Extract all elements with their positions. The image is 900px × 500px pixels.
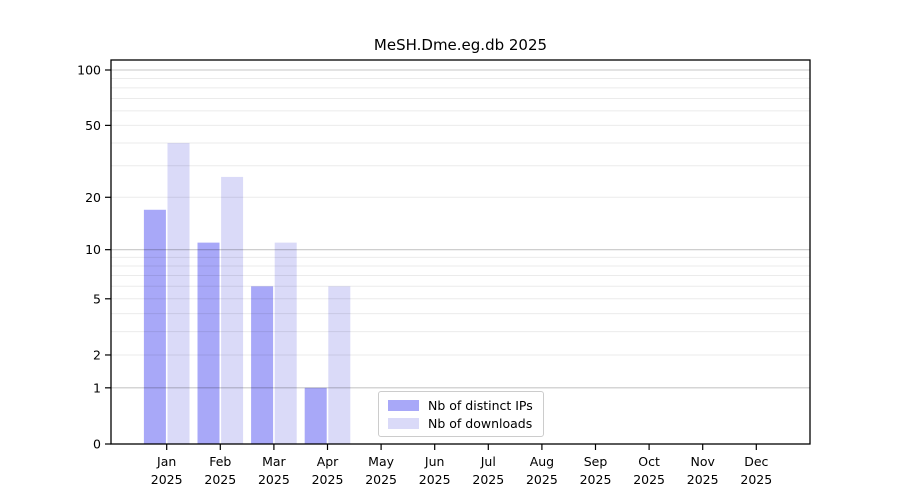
x-tick-label-year-jun: 2025 [419, 472, 451, 487]
x-tick-label-month-feb: Feb [209, 454, 231, 469]
legend-label-downloads: Nb of downloads [428, 415, 533, 431]
x-tick-label-month-jun: Jun [424, 454, 445, 469]
x-tick-label-month-aug: Aug [530, 454, 554, 469]
chart-legend: Nb of distinct IPs Nb of downloads [378, 391, 544, 437]
bar-apr-downloads [328, 286, 351, 444]
y-tick-label-5: 5 [93, 291, 101, 306]
x-tick-label-month-jul: Jul [480, 454, 496, 469]
bar-feb-downloads [221, 176, 244, 445]
x-tick-label-month-sep: Sep [584, 454, 608, 469]
legend-swatch-downloads [388, 417, 419, 429]
x-tick-label-month-nov: Nov [690, 454, 715, 469]
bar-jan-downloads [167, 143, 190, 444]
x-tick-label-month-mar: Mar [262, 454, 286, 469]
x-tick-label-year-jan: 2025 [151, 472, 183, 487]
x-tick-label-year-sep: 2025 [580, 472, 612, 487]
x-tick-label-year-apr: 2025 [312, 472, 344, 487]
x-tick-label-month-jan: Jan [156, 454, 176, 469]
x-tick-label-year-dec: 2025 [740, 472, 772, 487]
x-tick-label-year-nov: 2025 [687, 472, 719, 487]
x-tick-label-year-feb: 2025 [204, 472, 236, 487]
y-tick-label-100: 100 [77, 63, 101, 78]
bar-feb-distinct-ips [197, 242, 220, 444]
x-tick-label-month-may: May [368, 454, 394, 469]
x-tick-label-year-oct: 2025 [633, 472, 665, 487]
y-tick-label-10: 10 [85, 242, 101, 257]
bar-mar-distinct-ips [251, 286, 274, 444]
x-tick-label-month-oct: Oct [638, 454, 660, 469]
bar-mar-downloads [274, 242, 297, 444]
plot-frame [110, 59, 811, 445]
bar-jan-distinct-ips [143, 209, 166, 444]
x-tick-label-month-apr: Apr [317, 454, 339, 469]
x-tick-label-year-may: 2025 [365, 472, 397, 487]
legend-label-distinct-ips: Nb of distinct IPs [428, 398, 533, 414]
legend-swatch-distinct-ips [388, 400, 419, 412]
chart-title: MeSH.Dme.eg.db 2025 [373, 36, 548, 54]
x-tick-label-year-mar: 2025 [258, 472, 290, 487]
y-tick-label-2: 2 [93, 347, 101, 362]
legend-item-distinct-ips: Nb of distinct IPs [388, 397, 534, 415]
y-tick-label-0: 0 [93, 437, 101, 452]
y-tick-label-1: 1 [93, 380, 101, 395]
x-tick-label-year-jul: 2025 [472, 472, 504, 487]
x-tick-label-month-dec: Dec [744, 454, 768, 469]
bar-apr-distinct-ips [304, 387, 327, 444]
x-tick-label-year-aug: 2025 [526, 472, 558, 487]
legend-item-downloads: Nb of downloads [388, 415, 534, 433]
y-tick-label-20: 20 [85, 190, 101, 205]
y-tick-label-50: 50 [85, 118, 101, 133]
